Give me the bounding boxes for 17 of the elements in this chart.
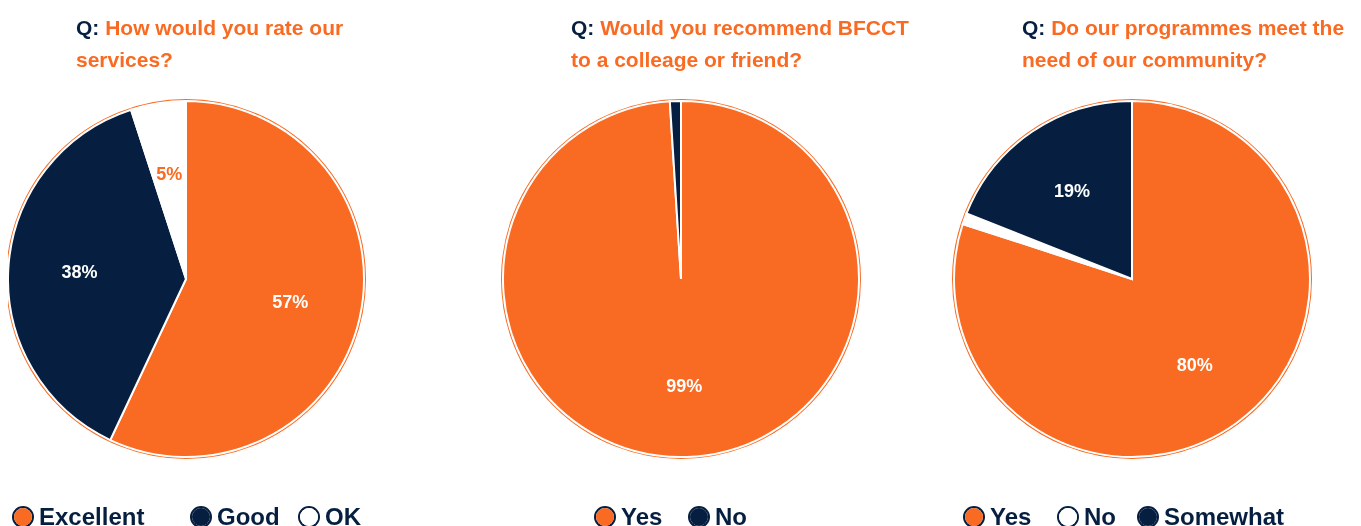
legend-label: OK	[325, 503, 362, 526]
data-label: 5%	[156, 163, 183, 184]
legend-label: No	[715, 503, 747, 526]
data-label: 80%	[1176, 355, 1213, 376]
data-label: 38%	[61, 262, 98, 283]
chart-title: Q: How would you rate our services?	[76, 16, 344, 71]
data-label: 19%	[1053, 180, 1090, 201]
legend-label: Good	[217, 503, 280, 526]
chart-title: Q: Would you recommend BFCCT to a colleage or friend?	[571, 16, 910, 71]
data-label: 57%	[272, 292, 309, 313]
legend-label: Excellent	[39, 503, 145, 526]
data-label: 99%	[666, 375, 703, 396]
legend-label: Yes	[621, 503, 663, 526]
legend-label: Yes	[990, 503, 1032, 526]
legend-label: Somewhat	[1164, 503, 1285, 526]
legend-label: No	[1084, 503, 1116, 526]
chart-title: Q: Do our programmes meet the need of our community?	[1022, 16, 1345, 71]
